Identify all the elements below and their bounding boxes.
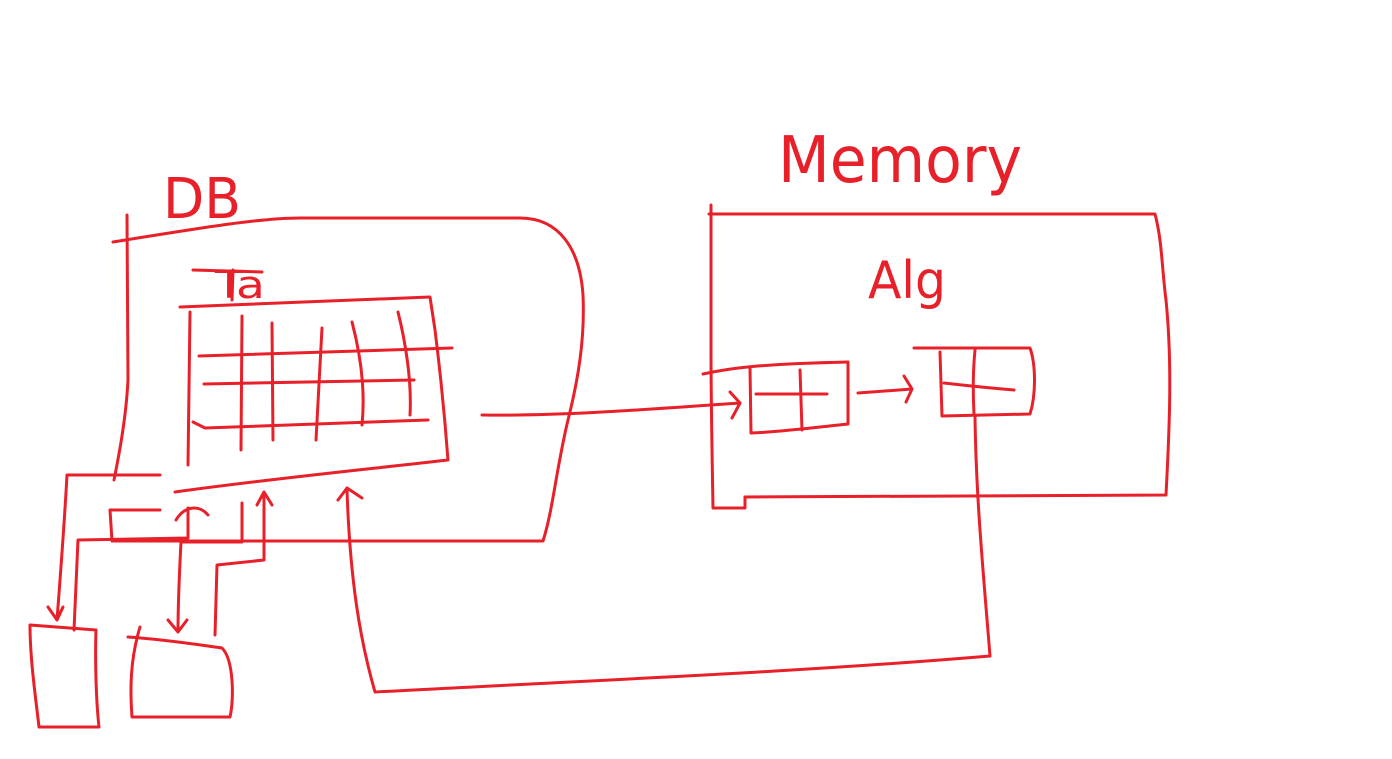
alg-output-box bbox=[912, 346, 1036, 418]
alg-label: Alg bbox=[868, 251, 946, 311]
connector-left bbox=[72, 506, 210, 632]
db-container bbox=[108, 213, 585, 543]
left-storage-box bbox=[28, 623, 101, 729]
db-label: DB bbox=[163, 167, 241, 232]
arrow-up-from-right-storage bbox=[213, 490, 274, 637]
arrow-to-right-storage bbox=[166, 501, 244, 634]
right-storage-box bbox=[126, 625, 234, 719]
table-to-memory-arrow bbox=[480, 390, 742, 420]
alg-flow-arrow bbox=[856, 374, 914, 404]
memory-label: Memory bbox=[778, 124, 1022, 198]
alg-input-box bbox=[701, 360, 850, 435]
arrow-to-left-storage bbox=[46, 473, 162, 622]
feedback-arrow bbox=[336, 414, 992, 694]
memory-container bbox=[707, 203, 1172, 510]
table-grid bbox=[173, 268, 454, 494]
